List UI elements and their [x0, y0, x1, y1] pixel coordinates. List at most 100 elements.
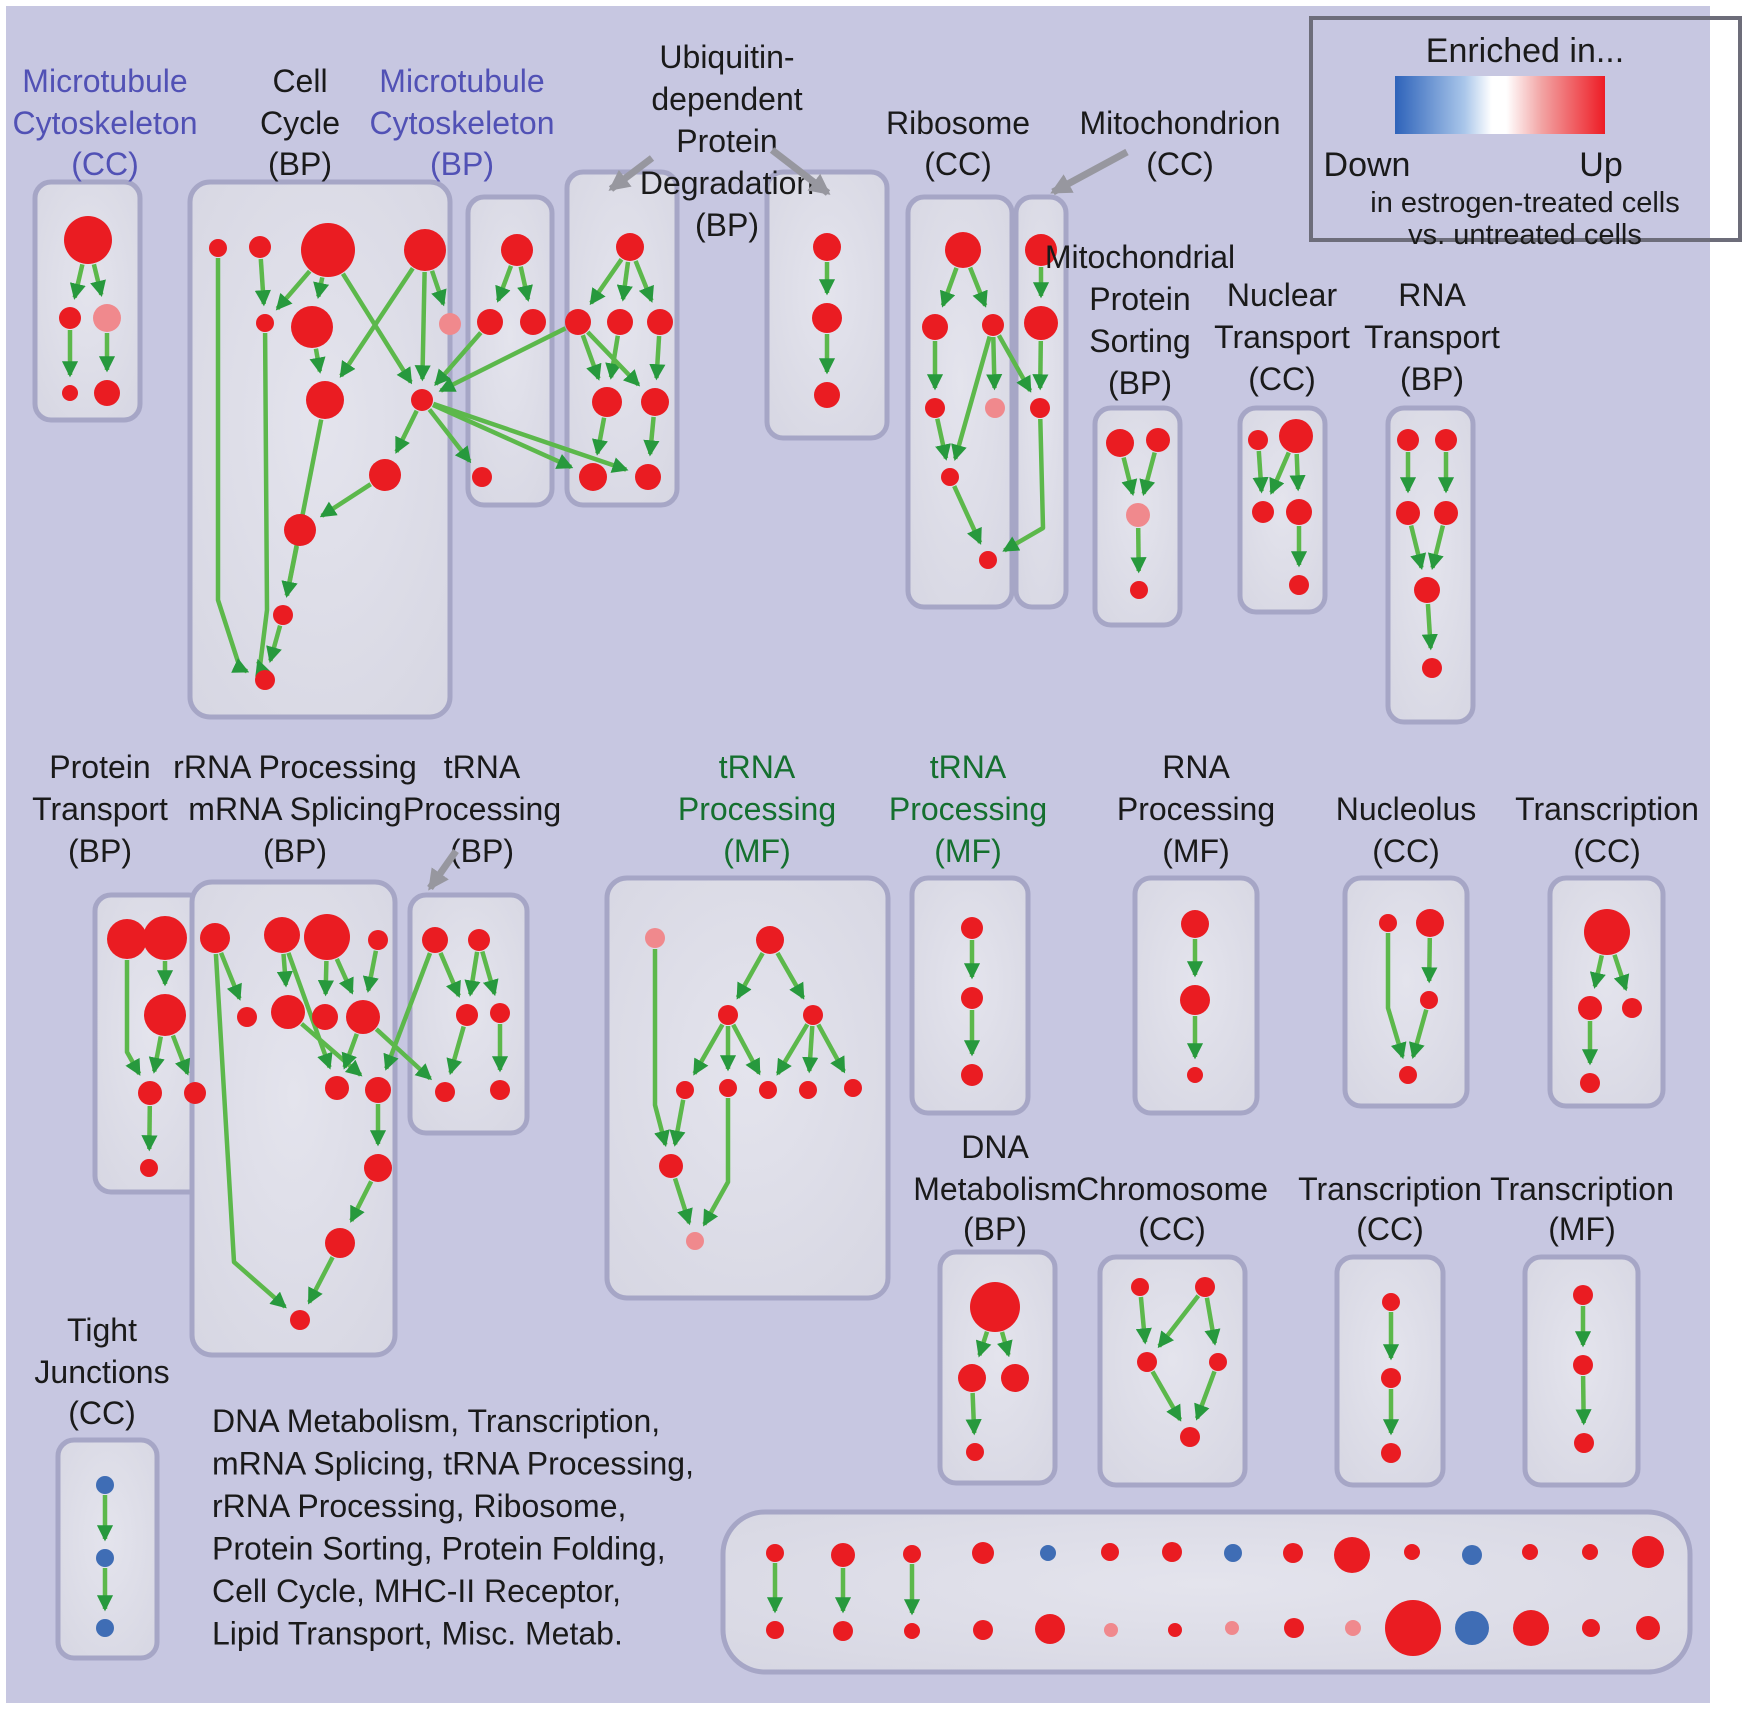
b7t-node — [1162, 1542, 1182, 1562]
t2-node — [1435, 429, 1457, 451]
rrna-mrna-label: rRNA Processing — [173, 749, 417, 785]
mito-protein-sorting-label: Protein — [1089, 281, 1190, 317]
legend-gradient-bar — [1395, 76, 1605, 134]
misc-note-line: rRNA Processing, Ribosome, — [212, 1488, 626, 1524]
legend-caption-1: in estrogen-treated cells — [1370, 187, 1680, 219]
edge-d2-d4 — [965, 1392, 982, 1436]
b3t-node — [903, 1545, 921, 1563]
b12b-node — [1455, 1611, 1489, 1645]
edge-q4-q8 — [362, 950, 379, 993]
ch4-node — [1209, 1353, 1227, 1371]
protein-transport-label: (BP) — [68, 833, 132, 869]
mcE-node — [94, 380, 120, 406]
ubiquitin-degradation-label: Ubiquitin- — [659, 39, 794, 75]
edge-g1-g3 — [775, 951, 806, 1000]
q5-node — [237, 1007, 257, 1027]
b4t-node — [972, 1542, 994, 1564]
edge-g3-h4 — [802, 1025, 819, 1074]
edge-u2-u5 — [580, 334, 602, 381]
legend-title: Enriched in... — [1426, 32, 1624, 70]
edge-tc1-tc3 — [1612, 954, 1630, 992]
d1-node — [970, 1282, 1020, 1332]
edge-ch1-ch3 — [1135, 1296, 1152, 1345]
transcription-mf-label: (MF) — [1548, 1211, 1616, 1247]
c11-node — [284, 514, 316, 546]
edge-p3-p4 — [148, 1036, 165, 1074]
edge-xa-q10 — [383, 952, 433, 1071]
edge-t3-t5 — [1408, 525, 1427, 571]
b8b-node — [1225, 1621, 1239, 1635]
ch5-node — [1180, 1427, 1200, 1447]
r1-node — [945, 232, 981, 268]
u3-node — [607, 309, 633, 335]
mcC-node — [93, 304, 121, 332]
edge-u5-u7 — [591, 417, 608, 456]
b9t-node — [1283, 1543, 1303, 1563]
k3-node — [961, 1064, 983, 1086]
xa-node — [422, 927, 448, 953]
c6-node — [291, 306, 333, 348]
edge-p3-p5 — [170, 1034, 191, 1076]
q1-node — [200, 923, 230, 953]
edge-s2-s3 — [1139, 452, 1157, 497]
edge-c9-mb4 — [427, 408, 472, 464]
b1b-node — [766, 1621, 784, 1639]
edge-mb1-mb2 — [495, 265, 514, 303]
b14b-node — [1582, 1619, 1600, 1637]
r6-node — [941, 468, 959, 486]
b3b-node — [904, 1623, 920, 1639]
tj1-node — [96, 1476, 114, 1494]
nl4-node — [1399, 1066, 1417, 1084]
edge-q12-q13 — [307, 1256, 335, 1305]
trna-bp-label: tRNA — [444, 749, 521, 785]
cell-cycle-box — [187, 179, 453, 720]
tight-junctions-label: Junctions — [34, 1354, 169, 1390]
q8-node — [346, 1000, 380, 1034]
edge-nl2-nl3 — [1421, 937, 1438, 984]
legend-up-label: Up — [1579, 146, 1622, 184]
nuclear-transport-label: Transport — [1214, 319, 1350, 355]
trna-mf-large-label: Processing — [678, 791, 836, 827]
k2-node — [961, 987, 983, 1009]
ubiquitin-degradation-label: dependent — [651, 81, 802, 117]
rna-transport-label: (BP) — [1400, 361, 1464, 397]
c13-node — [255, 670, 275, 690]
edge-g1-g2 — [735, 951, 765, 1000]
b5t-node — [1040, 1545, 1056, 1561]
u2-node — [565, 309, 591, 335]
h3-node — [759, 1081, 777, 1099]
mitochondrion-label: (CC) — [1146, 146, 1214, 182]
edge-c3-c5 — [275, 269, 312, 311]
protein-transport-label: Protein — [49, 749, 150, 785]
nucleolus-label: (CC) — [1372, 833, 1440, 869]
s3-node — [1126, 503, 1150, 527]
edge-mcA-mcC — [90, 263, 106, 298]
b5b-node — [1035, 1614, 1065, 1644]
b10t-node — [1334, 1537, 1370, 1573]
xe-node — [435, 1082, 455, 1102]
p6-node — [140, 1159, 158, 1177]
c8-node — [306, 381, 344, 419]
rrna-mrna-label: (BP) — [263, 833, 327, 869]
u5-node — [592, 387, 622, 417]
t1-node — [1397, 429, 1419, 451]
mitochondrion-arrow — [1050, 148, 1129, 196]
edge-q3-q7 — [317, 960, 335, 997]
edge-u1-u3 — [616, 261, 633, 302]
q3-node — [304, 914, 350, 960]
edge-c9-u8 — [432, 401, 629, 473]
edge-ch2-ch3 — [1157, 1294, 1201, 1349]
edge-p4-p6 — [141, 1105, 158, 1152]
xb-node — [468, 929, 490, 951]
tj3-node — [96, 1619, 114, 1637]
g3-node — [803, 1005, 823, 1025]
transcription-cc-low-label: (CC) — [1356, 1211, 1424, 1247]
tc3-node — [1622, 998, 1642, 1018]
t4-node — [1434, 501, 1458, 525]
b11b-node — [1385, 1600, 1441, 1656]
edge-r6-r7 — [952, 485, 983, 545]
b8t-node — [1224, 1544, 1242, 1562]
edge-c3-c6 — [313, 276, 330, 299]
u6-node — [641, 388, 669, 416]
